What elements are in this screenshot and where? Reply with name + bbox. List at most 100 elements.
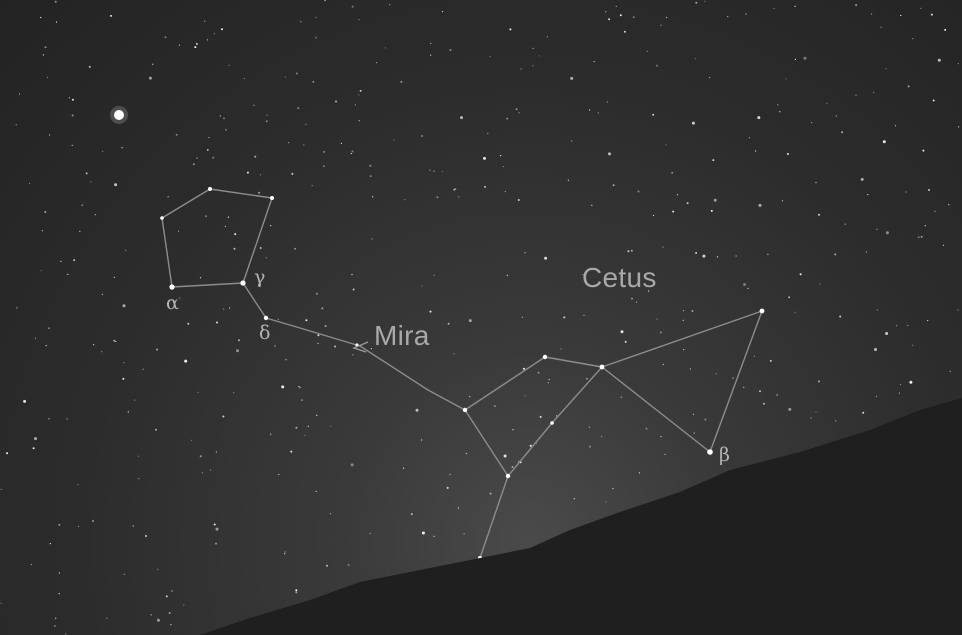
background-star xyxy=(912,38,914,40)
background-star xyxy=(47,76,49,78)
background-star xyxy=(229,307,231,309)
background-star xyxy=(315,16,317,18)
background-star xyxy=(957,63,959,65)
background-star xyxy=(6,452,9,455)
background-star xyxy=(944,28,947,31)
background-star xyxy=(546,36,549,38)
background-star xyxy=(504,191,506,193)
background-star xyxy=(660,436,662,438)
background-star xyxy=(958,126,960,128)
background-star xyxy=(44,211,47,213)
background-star xyxy=(762,402,765,405)
background-star xyxy=(567,179,570,181)
background-star xyxy=(637,190,640,193)
background-star xyxy=(90,181,92,183)
body-lower-line xyxy=(464,409,509,559)
background-star xyxy=(225,128,227,131)
background-star xyxy=(844,223,846,225)
background-star xyxy=(430,54,432,56)
background-star xyxy=(529,444,532,447)
background-star xyxy=(49,543,51,545)
background-star xyxy=(125,249,127,251)
background-star xyxy=(509,28,512,31)
background-star xyxy=(710,209,713,212)
background-star xyxy=(213,523,216,526)
background-star xyxy=(638,472,641,474)
background-star xyxy=(266,114,268,116)
background-star xyxy=(315,37,317,39)
background-star xyxy=(645,427,648,430)
background-star xyxy=(937,58,941,62)
background-star xyxy=(191,439,193,441)
background-star xyxy=(350,152,352,155)
background-star xyxy=(294,247,297,250)
background-star xyxy=(932,99,935,102)
background-star xyxy=(243,78,245,80)
background-star xyxy=(704,0,706,2)
background-star xyxy=(115,340,117,343)
background-star xyxy=(85,172,88,175)
background-star xyxy=(582,274,584,276)
background-star xyxy=(506,117,509,120)
background-star xyxy=(28,182,31,184)
background-star xyxy=(155,428,157,431)
background-star xyxy=(358,94,360,96)
background-star xyxy=(463,533,465,535)
background-star xyxy=(323,150,326,153)
background-star xyxy=(560,348,562,350)
background-star xyxy=(42,54,45,56)
background-star xyxy=(415,408,419,412)
background-star xyxy=(165,595,168,598)
background-star xyxy=(433,170,435,172)
background-star xyxy=(436,196,439,199)
background-star xyxy=(358,120,360,122)
background-star xyxy=(745,13,747,15)
background-star xyxy=(265,257,267,259)
background-star xyxy=(101,351,103,353)
background-star xyxy=(948,204,950,206)
background-star xyxy=(506,274,508,276)
background-star xyxy=(855,4,858,7)
background-star xyxy=(400,80,403,83)
background-star xyxy=(304,434,306,436)
background-star xyxy=(627,250,630,253)
background-star xyxy=(934,210,936,212)
background-star xyxy=(351,150,354,153)
background-star xyxy=(441,11,444,13)
background-star xyxy=(113,339,116,342)
background-star xyxy=(776,394,778,396)
background-star xyxy=(489,492,492,495)
background-star xyxy=(899,384,902,386)
background-star xyxy=(233,247,236,250)
background-star xyxy=(88,65,91,68)
background-star xyxy=(219,115,221,117)
background-star xyxy=(122,377,125,380)
background-star xyxy=(215,527,219,531)
background-star xyxy=(712,159,715,162)
star-head-3 xyxy=(160,216,164,220)
background-star xyxy=(453,353,455,355)
background-star xyxy=(928,189,930,191)
background-star xyxy=(860,177,864,181)
background-star xyxy=(352,288,355,291)
background-star xyxy=(493,405,496,408)
background-star xyxy=(0,488,2,490)
background-star xyxy=(259,174,261,176)
background-star xyxy=(671,171,674,174)
background-star xyxy=(429,310,432,313)
background-star xyxy=(695,1,698,4)
background-star xyxy=(691,121,695,125)
delta-label: δ xyxy=(259,322,271,344)
background-star xyxy=(716,256,719,258)
neck-line xyxy=(242,282,466,411)
horizon-silhouette xyxy=(200,398,962,635)
background-star xyxy=(207,149,209,151)
background-star xyxy=(372,196,374,198)
background-star xyxy=(305,319,308,322)
background-star xyxy=(608,18,611,21)
background-star xyxy=(270,433,272,435)
background-star xyxy=(317,342,319,344)
background-star xyxy=(123,362,125,364)
background-star xyxy=(199,277,202,279)
